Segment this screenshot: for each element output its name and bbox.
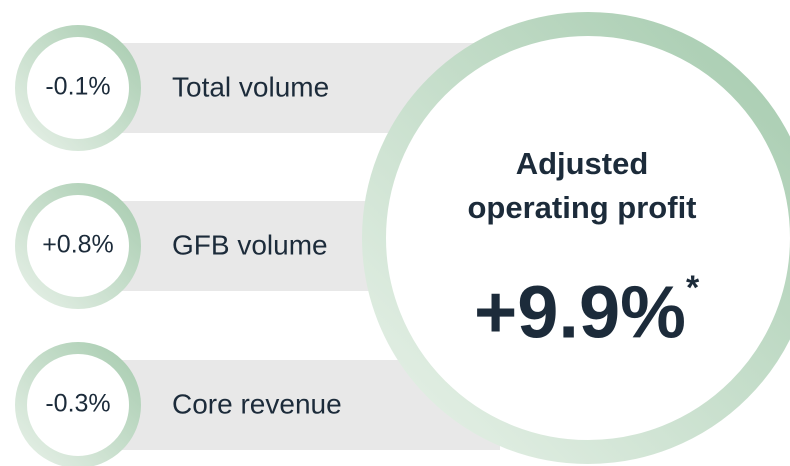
highlight-title-line: Adjusted <box>516 146 649 181</box>
metric-value: +0.8% <box>42 231 114 259</box>
metric-label: Total volume <box>172 71 329 102</box>
highlight: Adjusted operating profit +9.9% * <box>362 12 790 464</box>
metric-ring <box>15 25 141 151</box>
highlight-value: +9.9% <box>474 271 686 354</box>
metric-ring <box>15 183 141 309</box>
metric-ring <box>15 342 141 466</box>
metric-value: -0.1% <box>45 73 110 101</box>
metric-value: -0.3% <box>45 390 110 418</box>
metric-label: Core revenue <box>172 388 342 419</box>
highlight-title-line: operating profit <box>467 190 696 225</box>
footnote-mark: * <box>686 269 700 307</box>
highlight-ring <box>362 12 790 464</box>
metric-label: GFB volume <box>172 229 328 260</box>
